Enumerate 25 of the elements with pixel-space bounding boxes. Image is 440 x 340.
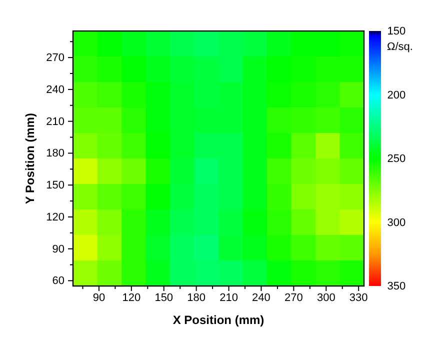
y-axis-title: Y Position (mm) — [23, 112, 37, 204]
y-tick-label: 240 — [46, 84, 64, 96]
y-tick-label: 120 — [46, 211, 64, 224]
x-tick-label: 240 — [252, 292, 270, 304]
color-bar-label: 150 — [387, 26, 406, 38]
y-tick-label: 150 — [46, 180, 64, 192]
x-tick-label: 330 — [349, 292, 368, 304]
color-bar-title: Ω/sq. — [387, 41, 413, 53]
color-bar-label: 300 — [387, 216, 406, 229]
x-tick-label: 300 — [316, 292, 336, 304]
x-tick-label: 210 — [220, 292, 238, 304]
y-tick-label: 210 — [46, 116, 64, 128]
x-tick-label: 90 — [92, 292, 106, 304]
color-bar-label: 200 — [387, 89, 406, 102]
y-tick-label: 270 — [46, 52, 64, 64]
x-tick-label: 180 — [187, 292, 206, 304]
y-tick-label: 90 — [52, 243, 64, 256]
x-tick-label: 150 — [154, 292, 174, 304]
color-bar-label: 250 — [387, 153, 406, 166]
x-axis-title: X Position (mm) — [172, 313, 264, 327]
y-tick-label: 180 — [46, 148, 64, 160]
x-tick-label: 120 — [122, 292, 141, 304]
color-bar-label: 350 — [387, 280, 406, 293]
x-tick-label: 270 — [284, 292, 303, 304]
y-tick-label: 60 — [52, 275, 64, 288]
